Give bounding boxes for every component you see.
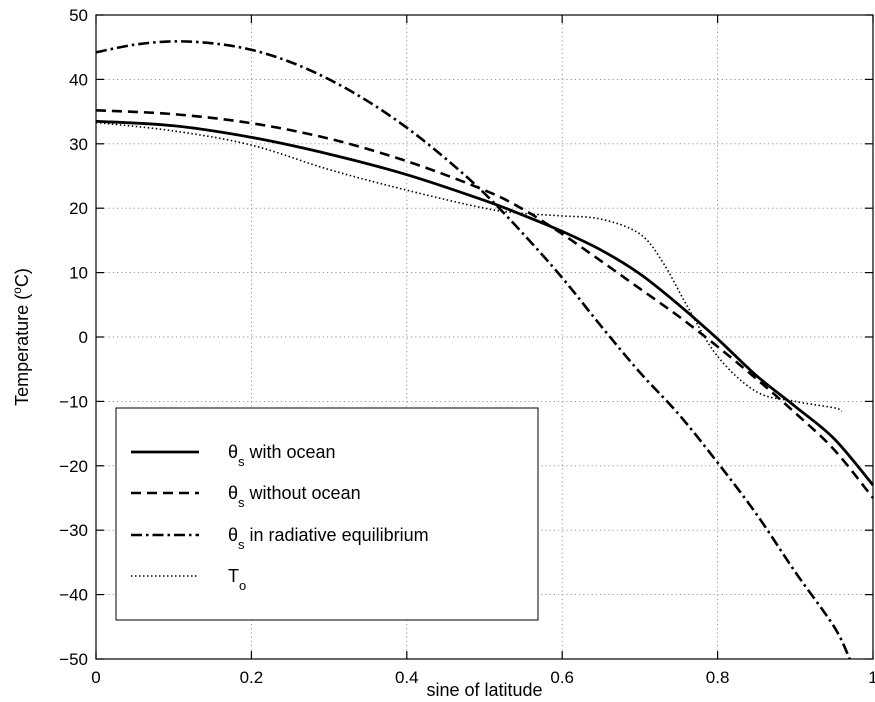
y-tick-label: 30	[69, 135, 88, 154]
legend-symbol: T	[228, 566, 239, 586]
series-line-dashed	[95, 109, 875, 499]
y-tick-label: −20	[59, 457, 88, 476]
y-tick-label: −10	[59, 392, 88, 411]
legend-symbol: θ	[228, 483, 238, 503]
series-line-dashdot	[95, 40, 851, 660]
y-axis-label-suffix: C)	[12, 268, 32, 287]
legend-box	[115, 407, 539, 621]
y-tick-label: −50	[59, 650, 88, 669]
series-layer	[95, 40, 875, 660]
y-axis-label-superscript: o	[10, 287, 24, 294]
legend-subscript: s	[238, 454, 245, 469]
legend-label: θs without ocean	[228, 483, 361, 510]
x-tick-label: 0	[91, 668, 100, 687]
y-tick-label: −30	[59, 521, 88, 540]
legend-symbol: θ	[228, 525, 238, 545]
series-line-solid	[95, 119, 875, 487]
x-tick-label: 1	[868, 668, 875, 687]
y-tick-label: 40	[69, 70, 88, 89]
legend-series-name: with ocean	[245, 442, 336, 462]
x-tick-label: 0.6	[550, 668, 574, 687]
ticks	[95, 14, 874, 660]
legend-series-name: in radiative equilibrium	[245, 525, 429, 545]
x-tick-label: 0.2	[240, 668, 264, 687]
legend-symbol: θ	[228, 442, 238, 462]
y-tick-label: 20	[69, 199, 88, 218]
legend-subscript: o	[239, 578, 246, 593]
y-tick-label: 50	[69, 6, 88, 25]
y-tick-label: 0	[79, 328, 88, 347]
legend-subscript: s	[238, 537, 245, 552]
legend-series-name: without ocean	[245, 483, 361, 503]
tick-labels: 0 0.2 0.4 0.6 0.8 1 −50 −40 −30 −20 −10 0 10 20 30 40 50	[59, 6, 875, 687]
x-tick-label: 0.4	[395, 668, 419, 687]
y-tick-label: 10	[69, 264, 88, 283]
legend-label: θs with ocean	[228, 442, 336, 469]
y-tick-label: −40	[59, 586, 88, 605]
x-tick-label: 0.8	[706, 668, 730, 687]
grid	[96, 15, 873, 659]
legend-label: θs in radiative equilibrium	[228, 525, 429, 552]
legend-subscript: s	[238, 495, 245, 510]
x-axis-label: sine of latitude	[426, 680, 542, 700]
y-axis-label: Temperature (oC)	[10, 268, 32, 406]
legend-label: To	[228, 566, 246, 593]
y-axis-label-prefix: Temperature (	[12, 294, 32, 406]
